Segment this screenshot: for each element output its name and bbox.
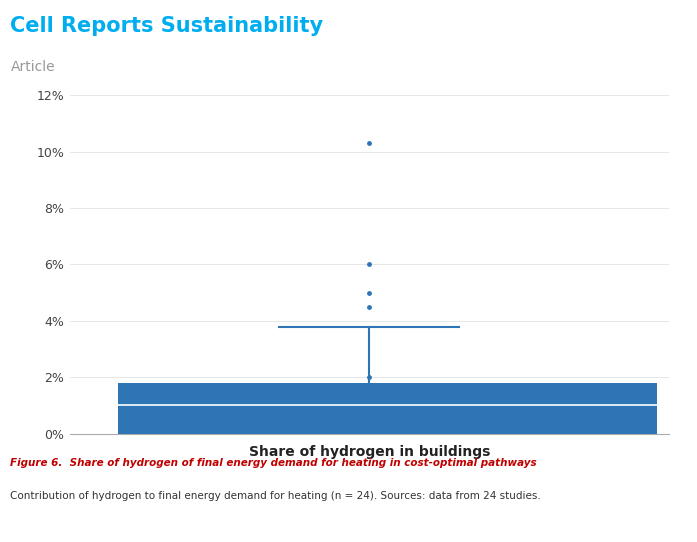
Text: Contribution of hydrogen to final energy demand for heating (n = 24). Sources: d: Contribution of hydrogen to final energy…: [10, 491, 541, 500]
Text: Cell Reports Sustainability: Cell Reports Sustainability: [10, 16, 323, 36]
Text: Article: Article: [10, 60, 55, 74]
Bar: [118, 383, 657, 434]
X-axis label: Share of hydrogen in buildings: Share of hydrogen in buildings: [249, 445, 490, 459]
Text: Figure 6.  Share of hydrogen of final energy demand for heating in cost-optimal : Figure 6. Share of hydrogen of final ene…: [10, 458, 537, 468]
